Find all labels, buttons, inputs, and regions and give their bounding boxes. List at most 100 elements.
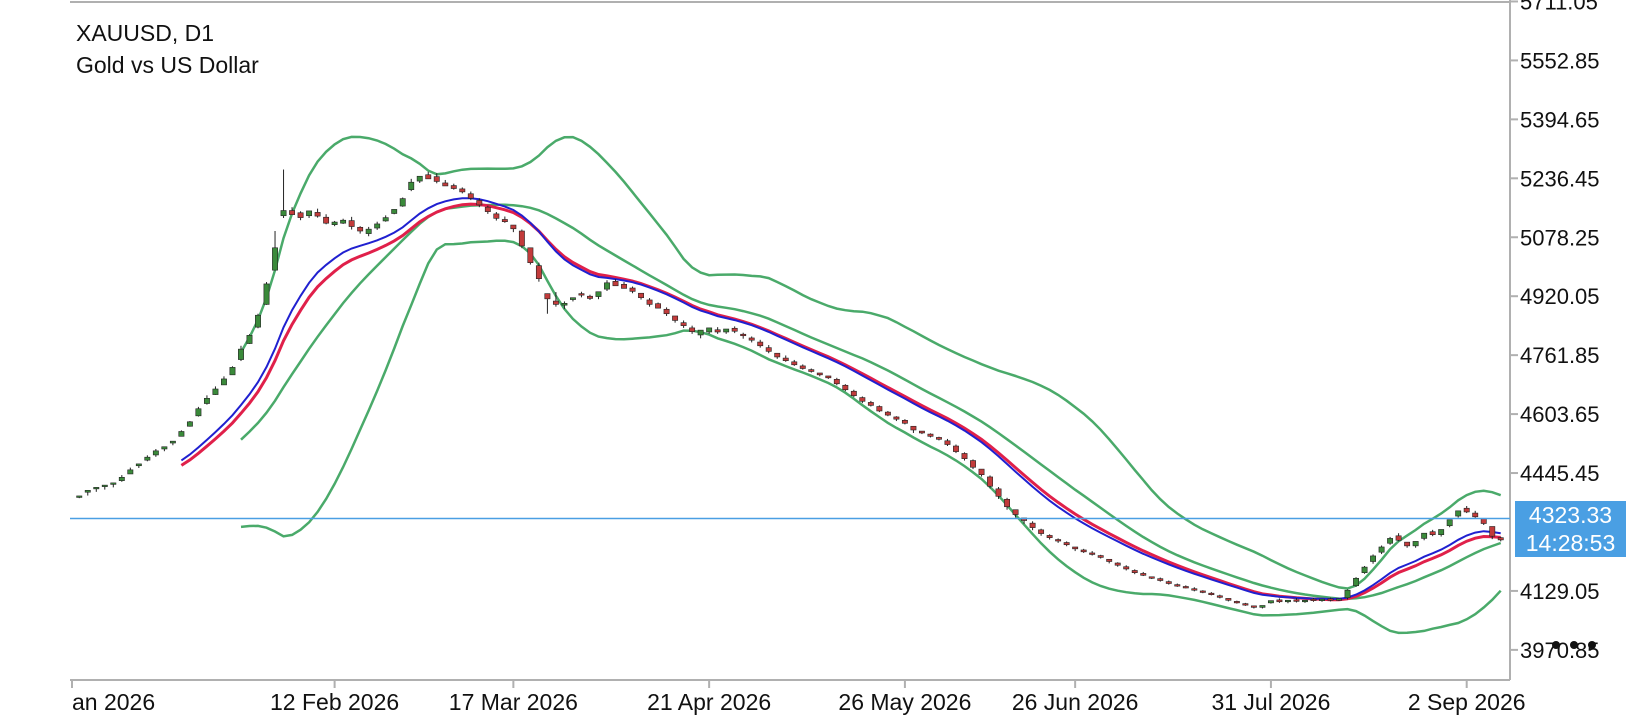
bull-candle xyxy=(280,210,287,217)
bull-candle xyxy=(135,463,142,467)
bollinger-upper-band xyxy=(239,135,1502,590)
bear-candle xyxy=(425,174,432,180)
bear-candle xyxy=(1072,546,1079,550)
y-tick-label: 5236.45 xyxy=(1520,166,1600,191)
x-tick-label: 12 Feb 2026 xyxy=(270,689,399,715)
bear-candle xyxy=(1004,498,1010,508)
bull-candle xyxy=(416,175,423,182)
bear-candle xyxy=(825,375,832,379)
bull-candle xyxy=(595,291,602,297)
bear-candle xyxy=(850,390,857,397)
bull-candle xyxy=(1259,605,1266,608)
y-tick-label: 5552.85 xyxy=(1520,48,1600,73)
bear-candle xyxy=(978,468,985,475)
bull-candle xyxy=(1353,577,1359,587)
symbol-title: XAUUSD, D1 xyxy=(76,20,215,46)
bear-candle xyxy=(1157,578,1164,581)
bear-candle xyxy=(1293,599,1300,602)
bear-candle xyxy=(587,295,593,299)
bear-candle xyxy=(476,200,483,206)
bull-candle xyxy=(118,477,125,481)
bear-candle xyxy=(791,361,798,366)
bear-candle xyxy=(944,440,951,445)
bull-candle xyxy=(1370,555,1377,562)
more-dots-icon[interactable] xyxy=(1552,634,1596,656)
bear-candle xyxy=(816,372,823,376)
bear-candle xyxy=(987,476,993,487)
bull-candle xyxy=(178,431,185,437)
bear-candle xyxy=(1174,584,1181,587)
bull-candle xyxy=(1361,566,1368,573)
bull-candle xyxy=(246,335,253,344)
bull-candle xyxy=(238,348,244,360)
bear-candle xyxy=(714,329,721,333)
bull-candle xyxy=(1455,510,1462,517)
bear-candle xyxy=(1089,552,1096,555)
bull-candle xyxy=(255,314,261,328)
bear-candle xyxy=(1276,599,1283,603)
bull-candle xyxy=(374,223,381,229)
bull-candle xyxy=(101,484,108,487)
bear-candle xyxy=(893,416,900,420)
bull-candle xyxy=(76,495,83,498)
bear-candle xyxy=(1463,507,1470,513)
bull-candle xyxy=(186,421,193,427)
bull-candle xyxy=(365,228,372,234)
bull-candle xyxy=(408,181,415,190)
bear-candle xyxy=(936,437,942,440)
bull-candle xyxy=(561,302,568,306)
bull-candle xyxy=(84,490,91,493)
bear-candle xyxy=(1165,581,1172,584)
bear-candle xyxy=(808,369,815,372)
bear-candle xyxy=(552,300,559,305)
bear-candle xyxy=(1114,562,1121,566)
x-tick-label: 2 Sep 2026 xyxy=(1408,689,1526,715)
y-tick-label: 5394.65 xyxy=(1520,107,1600,132)
bear-candle xyxy=(629,287,636,292)
bull-candle xyxy=(1438,529,1445,535)
bull-candle xyxy=(306,210,313,217)
bear-candle xyxy=(918,430,925,434)
bear-candle xyxy=(1208,592,1215,595)
bear-candle xyxy=(1497,537,1504,541)
bull-candle xyxy=(1446,519,1453,527)
bear-candle xyxy=(1148,576,1155,579)
bear-candle xyxy=(689,327,696,332)
bear-candle xyxy=(1106,558,1113,562)
symbol-description: Gold vs US Dollar xyxy=(76,52,259,78)
bear-candle xyxy=(765,347,772,352)
bear-candle xyxy=(842,384,849,391)
bear-candle xyxy=(1140,573,1147,576)
bear-candle xyxy=(876,406,883,412)
bear-candle xyxy=(510,224,517,230)
bear-candle xyxy=(867,402,874,406)
bear-candle xyxy=(493,213,500,219)
x-tick-label: 31 Jul 2026 xyxy=(1211,689,1330,715)
y-tick-label: 4603.65 xyxy=(1520,402,1600,427)
bull-candle xyxy=(340,219,347,224)
bull-candle xyxy=(152,450,159,456)
bear-candle xyxy=(297,212,304,218)
dot xyxy=(1570,641,1578,649)
bear-candle xyxy=(1250,605,1257,608)
bull-candle xyxy=(391,209,398,214)
bear-candle xyxy=(638,292,644,299)
bull-candle xyxy=(382,217,389,222)
bull-candle xyxy=(1319,598,1325,601)
bear-candle xyxy=(527,247,534,263)
bear-candle xyxy=(1046,535,1053,538)
bear-candle xyxy=(501,219,508,222)
bull-candle xyxy=(1344,589,1351,598)
bear-candle xyxy=(663,308,670,315)
bear-candle xyxy=(1429,531,1436,535)
bull-candle xyxy=(93,487,100,490)
bear-candle xyxy=(1055,539,1062,542)
bear-candle xyxy=(995,488,1002,497)
bull-candle xyxy=(263,283,270,305)
bull-candle xyxy=(399,198,406,207)
bear-candle xyxy=(799,365,806,369)
x-tick-label: an 2026 xyxy=(72,689,155,715)
bull-candle xyxy=(331,221,338,225)
bull-candle xyxy=(212,388,219,395)
